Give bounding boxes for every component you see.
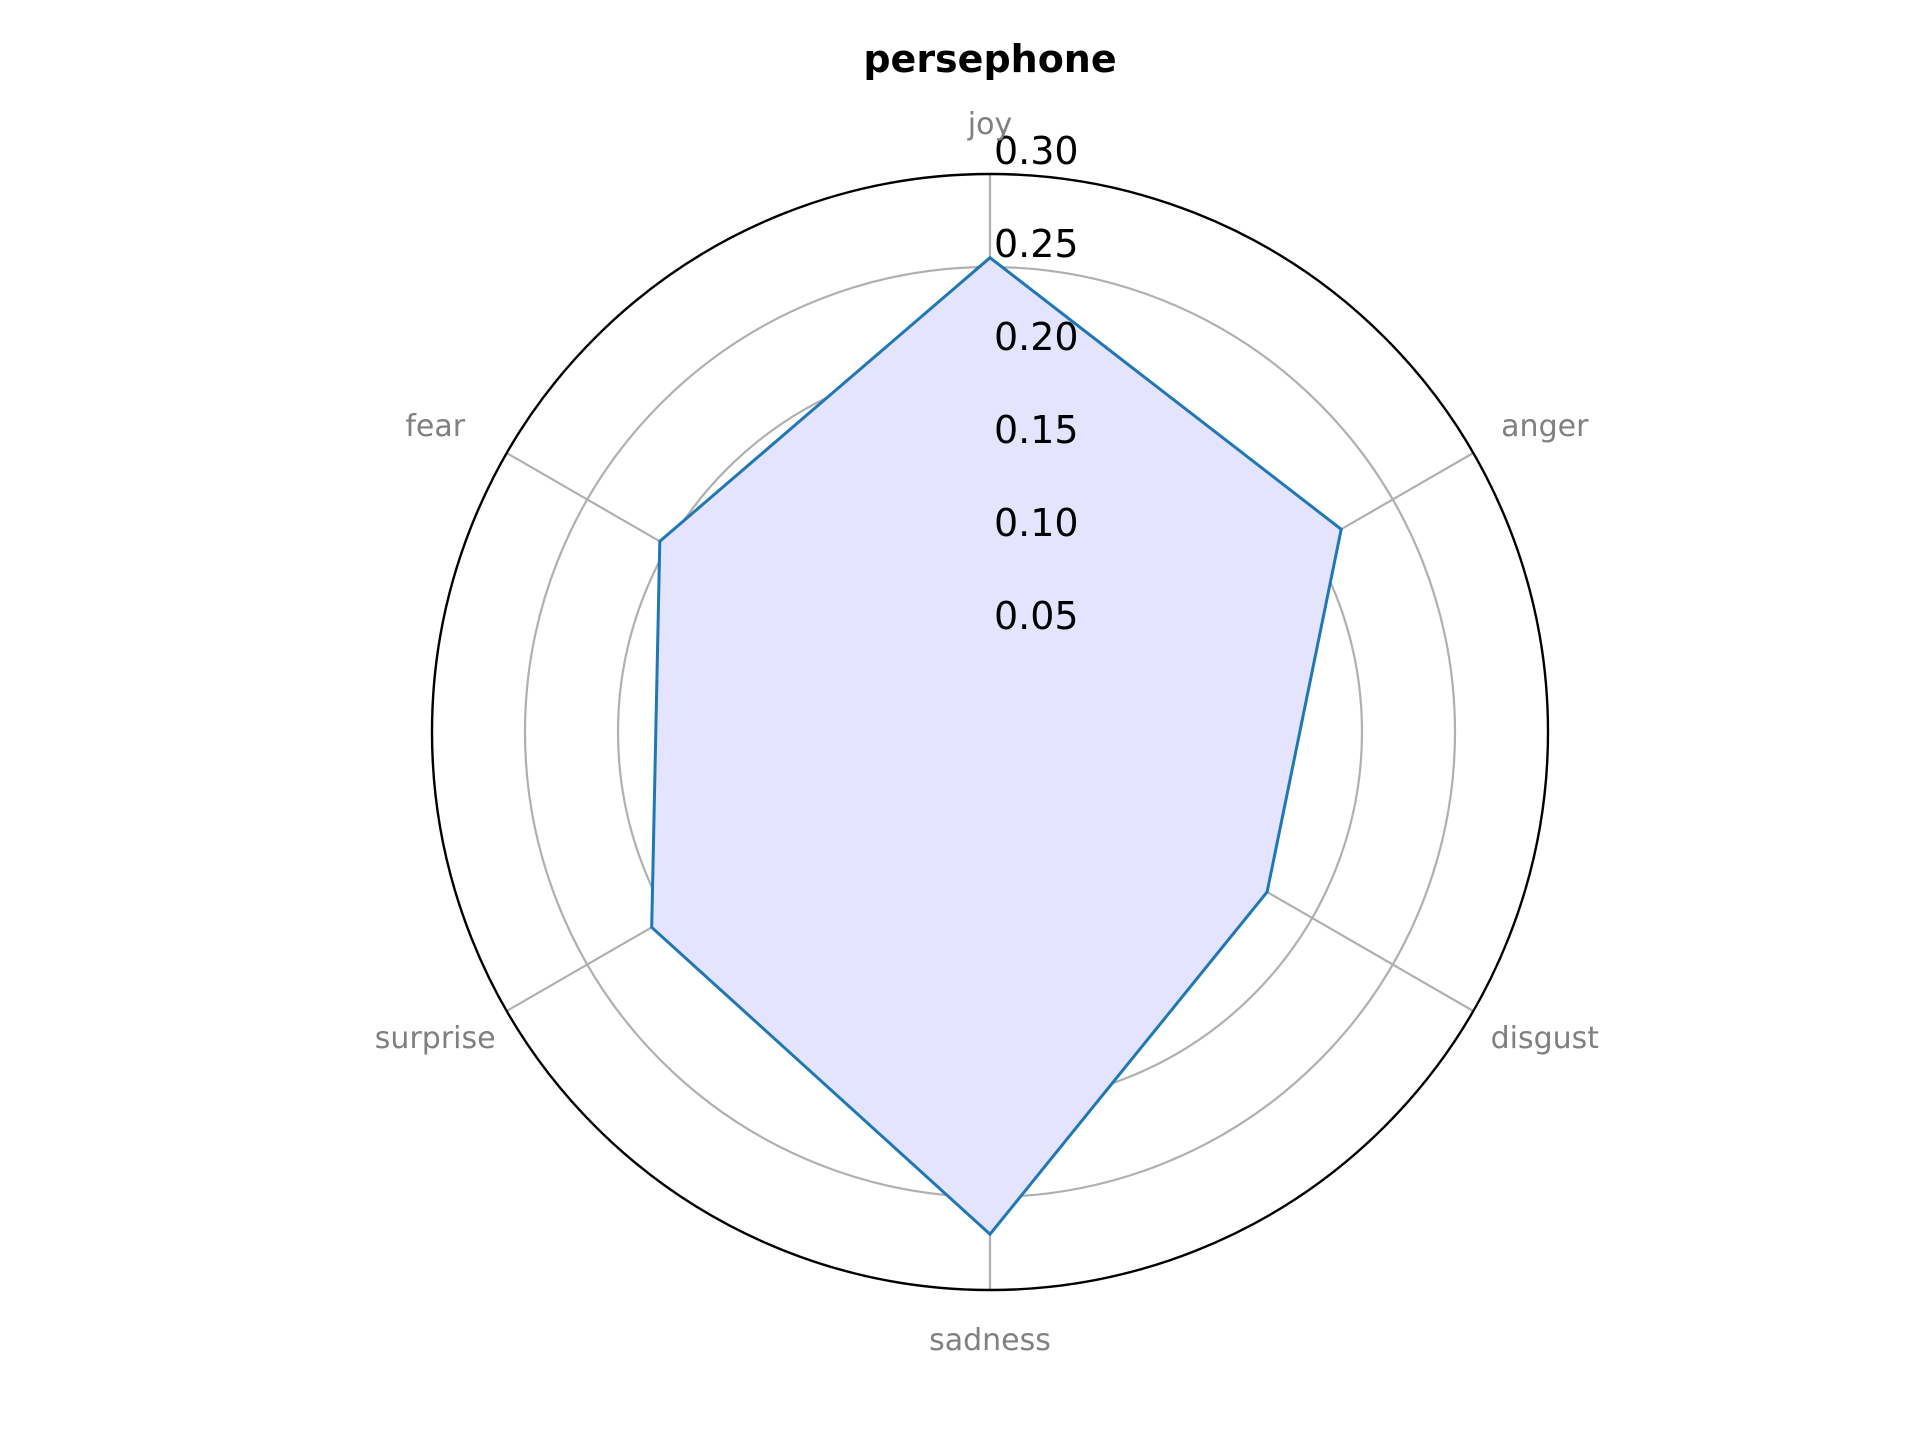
r-tick-label: 0.15	[994, 408, 1079, 452]
category-label-fear: fear	[405, 409, 465, 444]
category-label-anger: anger	[1501, 409, 1589, 444]
series-line	[650, 255, 1343, 1237]
category-label-surprise: surprise	[375, 1021, 496, 1056]
r-tick-label: 0.05	[994, 594, 1079, 638]
r-tick-label: 0.30	[994, 129, 1079, 173]
category-label-joy: joy	[967, 107, 1012, 142]
series-area	[651, 257, 1342, 1235]
category-label-sadness: sadness	[929, 1323, 1051, 1358]
outer-ring	[430, 172, 1550, 1292]
chart-title: persephone	[863, 37, 1116, 81]
r-tick-label: 0.20	[994, 315, 1079, 359]
category-label-disgust: disgust	[1491, 1021, 1600, 1056]
r-tick-label: 0.10	[994, 501, 1079, 545]
data-layer	[650, 255, 1343, 1237]
r-tick-label: 0.25	[994, 222, 1079, 266]
